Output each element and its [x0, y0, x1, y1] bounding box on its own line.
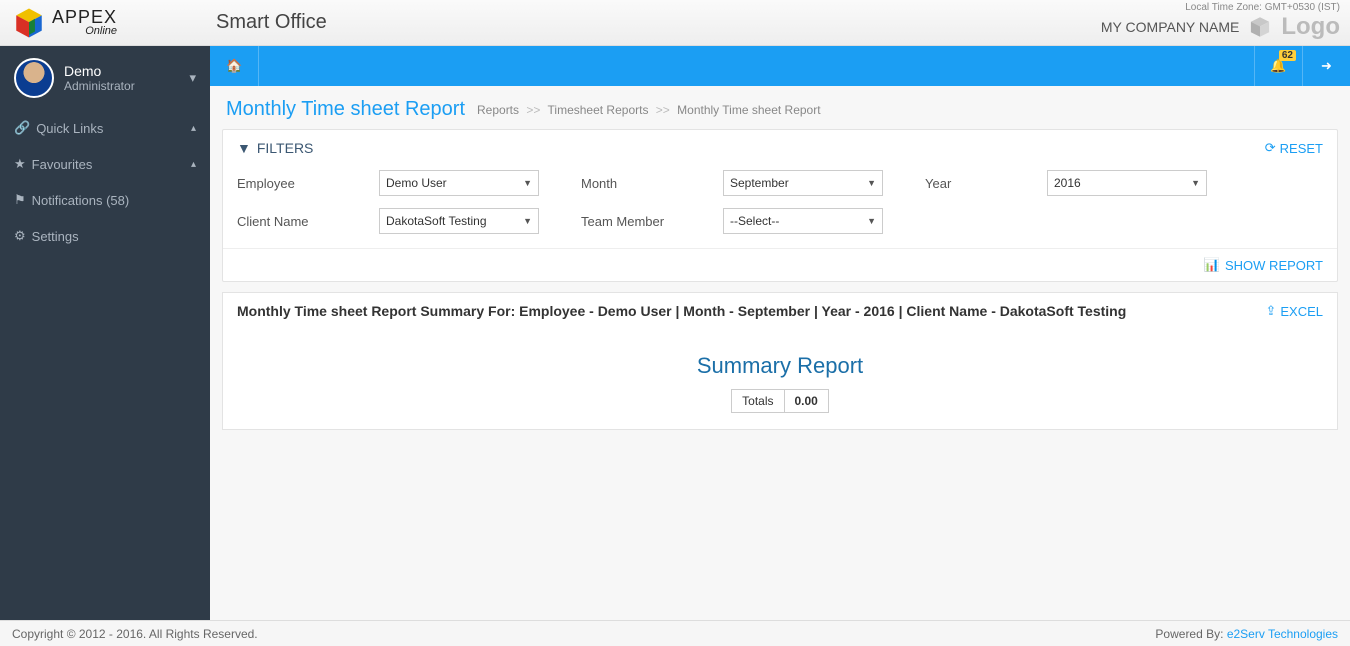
copyright-text: Copyright © 2012 - 2016. All Rights Rese… — [12, 627, 258, 641]
quick-links-label: Quick Links — [36, 121, 103, 136]
brand-logo[interactable]: APPEX Online — [0, 2, 210, 44]
excel-label: EXCEL — [1280, 304, 1323, 319]
client-select[interactable]: DakotaSoft Testing▼ — [379, 208, 539, 234]
crumb-current: Monthly Time sheet Report — [677, 103, 820, 117]
sidebar-quick-links[interactable]: 🔗 Quick Links ▴ — [0, 110, 210, 146]
breadcrumb: Reports >> Timesheet Reports >> Monthly … — [477, 103, 821, 117]
logout-icon: ➜ — [1321, 58, 1332, 74]
logo-placeholder: Logo — [1281, 13, 1340, 41]
powered-by-label: Powered By: — [1155, 627, 1223, 641]
client-label: Client Name — [237, 214, 357, 229]
chevron-up-icon: ▴ — [191, 123, 196, 134]
nav-notifications[interactable]: 🔔 62 — [1254, 46, 1302, 86]
main-navbar: 🏠 🔔 62 ➜ — [210, 46, 1350, 86]
month-label: Month — [581, 176, 701, 191]
brand-sub: Online — [52, 26, 117, 37]
refresh-icon: ⟳ — [1265, 140, 1276, 156]
report-summary-title: Monthly Time sheet Report Summary For: E… — [237, 303, 1126, 319]
show-report-label: SHOW REPORT — [1225, 258, 1323, 273]
logo-cube-icon — [1247, 14, 1273, 40]
summary-totals-label: Totals — [732, 390, 784, 412]
show-report-button[interactable]: 📊 SHOW REPORT — [1204, 257, 1323, 273]
team-select[interactable]: --Select--▼ — [723, 208, 883, 234]
link-icon: 🔗 — [14, 120, 30, 136]
month-select[interactable]: September▼ — [723, 170, 883, 196]
sidebar-favourites[interactable]: ★ Favourites ▴ — [0, 146, 210, 182]
crumb-timesheet-reports[interactable]: Timesheet Reports — [548, 103, 649, 117]
company-name: MY COMPANY NAME — [1101, 19, 1239, 35]
employee-select[interactable]: Demo User▼ — [379, 170, 539, 196]
caret-down-icon: ▾ — [189, 70, 196, 86]
timezone-text: Local Time Zone: GMT+0530 (IST) — [1185, 2, 1340, 13]
export-excel-button[interactable]: ⇪ EXCEL — [1265, 303, 1323, 319]
footer: Copyright © 2012 - 2016. All Rights Rese… — [0, 620, 1350, 646]
sidebar-settings[interactable]: ⚙ Settings — [0, 218, 210, 254]
filter-icon: ▼ — [237, 140, 251, 156]
reset-button[interactable]: ⟳ RESET — [1265, 140, 1323, 156]
reset-label: RESET — [1280, 141, 1323, 156]
cube-icon — [12, 6, 46, 40]
summary-report-title: Summary Report — [223, 337, 1337, 389]
nav-logout[interactable]: ➜ — [1302, 46, 1350, 86]
favourites-label: Favourites — [32, 157, 93, 172]
star-icon: ★ — [14, 156, 26, 172]
nav-home[interactable]: 🏠 — [210, 46, 259, 86]
sidebar-notifications[interactable]: ⚑ Notifications (58) — [0, 182, 210, 218]
year-select[interactable]: 2016▼ — [1047, 170, 1207, 196]
sidebar: Demo Administrator ▾ 🔗 Quick Links ▴ ★ F… — [0, 46, 210, 620]
employee-label: Employee — [237, 176, 357, 191]
chevron-up-icon: ▴ — [191, 159, 196, 170]
top-header: APPEX Online Smart Office Local Time Zon… — [0, 0, 1350, 46]
settings-label: Settings — [32, 229, 79, 244]
report-panel: Monthly Time sheet Report Summary For: E… — [222, 292, 1338, 430]
notifications-label: Notifications (58) — [32, 193, 130, 208]
gear-icon: ⚙ — [14, 228, 26, 244]
user-name: Demo — [64, 63, 135, 79]
summary-totals-value: 0.00 — [785, 390, 828, 412]
brand-name: APPEX — [52, 8, 117, 26]
app-title: Smart Office — [216, 11, 327, 34]
timesheet-table-wrap[interactable] — [223, 329, 1337, 337]
page-title: Monthly Time sheet Report — [226, 98, 465, 121]
filters-panel: ▼ FILTERS ⟳ RESET Employee Demo User▼ Mo… — [222, 129, 1338, 282]
chart-icon: 📊 — [1204, 257, 1220, 273]
flag-icon: ⚑ — [14, 192, 26, 208]
user-role: Administrator — [64, 79, 135, 93]
notification-badge: 62 — [1279, 50, 1296, 61]
team-label: Team Member — [581, 214, 701, 229]
summary-totals-box: Totals 0.00 — [731, 389, 829, 413]
home-icon: 🏠 — [226, 58, 242, 74]
year-label: Year — [925, 176, 1025, 191]
crumb-reports[interactable]: Reports — [477, 103, 519, 117]
company-block: MY COMPANY NAME Logo — [1101, 13, 1340, 41]
filters-heading: FILTERS — [257, 140, 314, 156]
export-icon: ⇪ — [1265, 303, 1276, 319]
powered-by-link[interactable]: e2Serv Technologies — [1227, 627, 1338, 641]
avatar — [14, 58, 54, 98]
user-menu[interactable]: Demo Administrator ▾ — [0, 46, 210, 110]
